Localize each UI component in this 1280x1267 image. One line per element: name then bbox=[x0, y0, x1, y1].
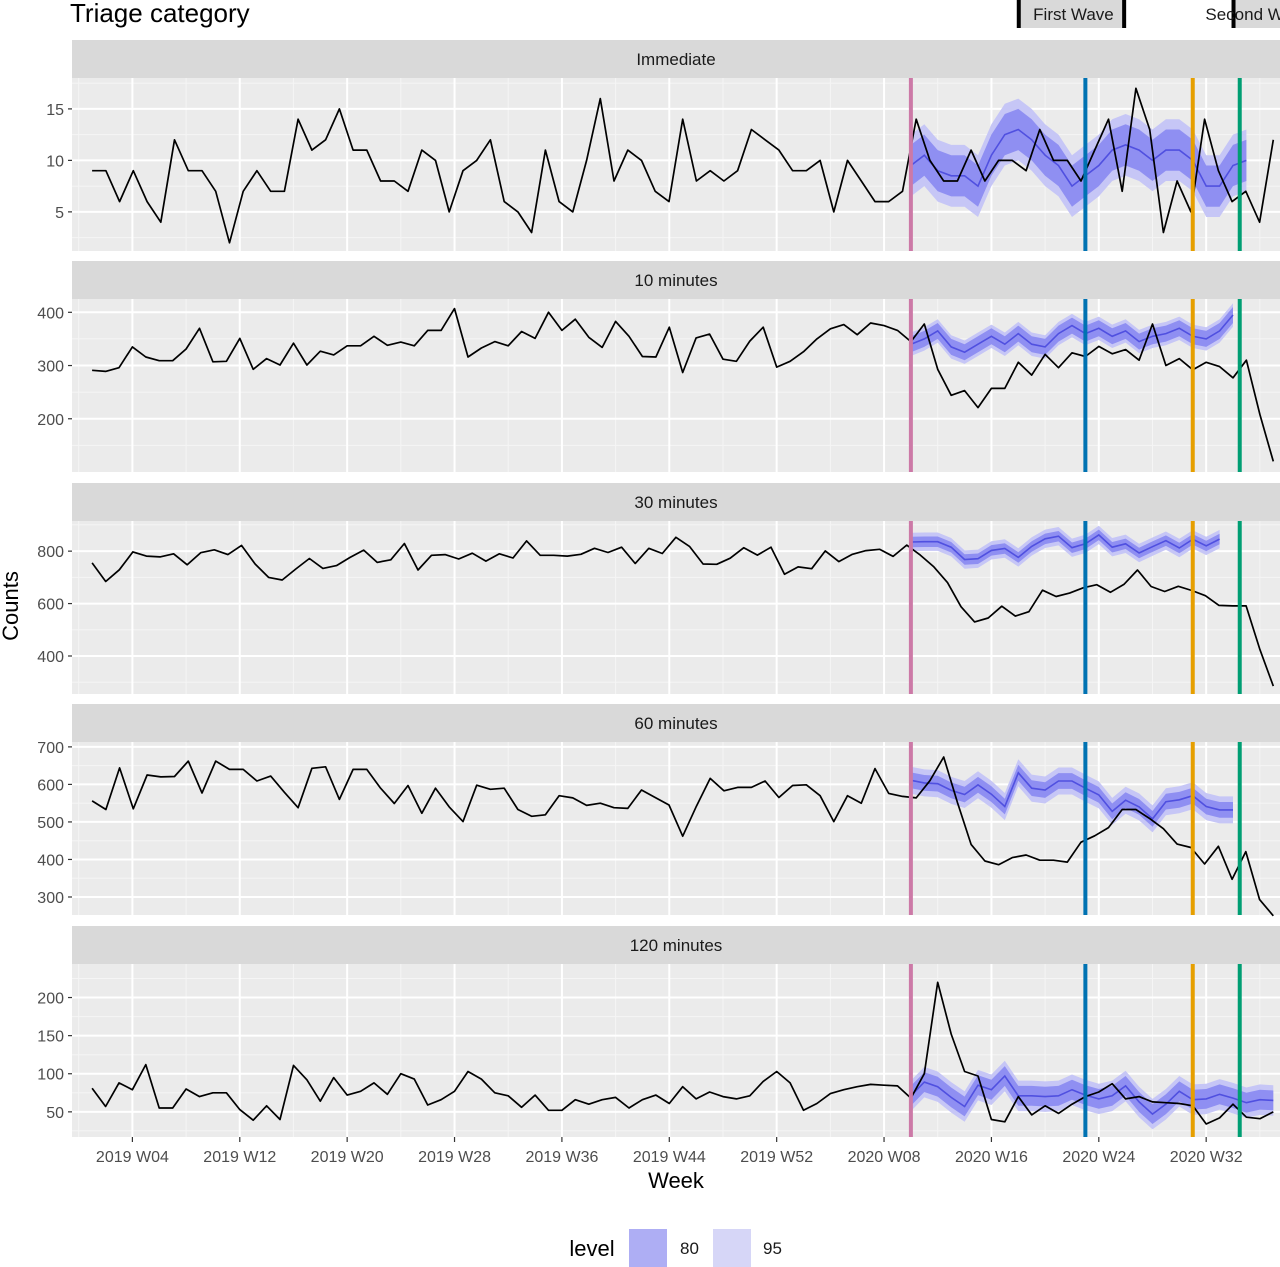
panel-strip-label: 30 minutes bbox=[634, 493, 717, 512]
observed-line bbox=[91, 981, 1274, 1125]
legend-swatch-95 bbox=[713, 1229, 751, 1267]
y-tick-label: 200 bbox=[37, 991, 64, 1008]
legend-swatch-80 bbox=[629, 1229, 667, 1267]
y-tick-label: 50 bbox=[46, 1105, 64, 1122]
panel-strip bbox=[72, 40, 1280, 78]
panel-strip-label: 10 minutes bbox=[634, 271, 717, 290]
y-tick-label: 10 bbox=[46, 153, 64, 170]
x-tick-label: 2019 W20 bbox=[311, 1149, 384, 1166]
legend-title: level bbox=[569, 1236, 614, 1261]
forecast-line bbox=[910, 1074, 1274, 1116]
y-tick-label: 5 bbox=[55, 205, 64, 222]
y-tick-label: 700 bbox=[37, 740, 64, 757]
y-tick-label: 800 bbox=[37, 544, 64, 561]
x-tick-label: 2019 W36 bbox=[525, 1149, 598, 1166]
x-axis: 2019 W04 2019 W12 2019 W20 2019 W28 2019 W36… bbox=[96, 1137, 1243, 1166]
gridlines bbox=[72, 742, 1280, 915]
x-tick-label: 2019 W44 bbox=[633, 1149, 706, 1166]
x-tick-label: 2019 W52 bbox=[740, 1149, 813, 1166]
panel-strip-label: 60 minutes bbox=[634, 714, 717, 733]
forecast-band-80 bbox=[910, 108, 1247, 207]
observed-line bbox=[92, 87, 1275, 244]
panel-background bbox=[72, 742, 1280, 915]
forecast-band-80 bbox=[910, 307, 1233, 361]
wave-label: Second Wave bbox=[1205, 0, 1280, 28]
wave-labels: First Wave Second Wave bbox=[1016, 0, 1280, 28]
panel-strip-label: Immediate bbox=[636, 50, 715, 69]
legend-label-80: 80 bbox=[680, 1239, 699, 1258]
panel-4: 120 minutes 50 100 150 200 bbox=[37, 926, 1280, 1137]
y-tick-label: 600 bbox=[37, 777, 64, 794]
panel-3: 60 minutes 300 400 500 600 700 bbox=[37, 704, 1280, 917]
x-tick-label: 2020 W08 bbox=[848, 1149, 921, 1166]
panel-strip-label: 120 minutes bbox=[630, 936, 723, 955]
panel-strip bbox=[72, 483, 1280, 521]
panel-strip bbox=[72, 261, 1280, 299]
y-tick-label: 200 bbox=[37, 412, 64, 429]
y-axis-title: Counts bbox=[0, 571, 23, 641]
forecast-band-80 bbox=[910, 764, 1233, 827]
x-tick-label: 2019 W12 bbox=[203, 1149, 276, 1166]
wave-label-box bbox=[1017, 0, 1126, 28]
legend-label-95: 95 bbox=[763, 1239, 782, 1258]
x-tick-label: 2019 W28 bbox=[418, 1149, 491, 1166]
panel-background bbox=[72, 964, 1280, 1137]
observed-line bbox=[92, 307, 1275, 462]
wave-label-text: Second Wave bbox=[1205, 5, 1280, 24]
forecast-band-80 bbox=[910, 529, 1220, 565]
panel-0: Immediate 5 10 15 bbox=[46, 40, 1280, 251]
x-tick-label: 2019 W04 bbox=[96, 1149, 169, 1166]
y-tick-label: 400 bbox=[37, 852, 64, 869]
y-tick-label: 300 bbox=[37, 890, 64, 907]
forecast-line bbox=[910, 771, 1233, 821]
forecast-line bbox=[910, 128, 1247, 188]
wave-label-text: First Wave bbox=[1033, 5, 1114, 24]
wave-label-box bbox=[1232, 0, 1280, 28]
gridlines bbox=[72, 78, 1280, 251]
forecast-band-95 bbox=[910, 98, 1247, 217]
y-tick-label: 600 bbox=[37, 597, 64, 614]
wave-label: First Wave bbox=[1016, 0, 1127, 28]
y-tick-label: 400 bbox=[37, 649, 64, 666]
legend: level 80 95 bbox=[569, 1229, 782, 1267]
x-tick-label: 2020 W16 bbox=[955, 1149, 1028, 1166]
chart-title: Triage category bbox=[70, 0, 250, 28]
forecast-line bbox=[910, 533, 1220, 561]
x-tick-label: 2020 W32 bbox=[1170, 1149, 1243, 1166]
y-tick-label: 15 bbox=[46, 102, 64, 119]
y-tick-label: 100 bbox=[37, 1067, 64, 1084]
y-tick-label: 500 bbox=[37, 815, 64, 832]
forecast-line bbox=[910, 314, 1234, 354]
y-tick-label: 300 bbox=[37, 359, 64, 376]
panel-strip bbox=[72, 704, 1280, 742]
panel-strip bbox=[72, 926, 1280, 964]
x-axis-title: Week bbox=[648, 1168, 705, 1193]
y-tick-label: 150 bbox=[37, 1029, 64, 1046]
y-tick-label: 400 bbox=[37, 305, 64, 322]
panel-2: 30 minutes 400 600 800 bbox=[37, 483, 1280, 694]
panel-1: 10 minutes 200 300 400 bbox=[37, 261, 1280, 472]
gridlines bbox=[72, 964, 1280, 1137]
observed-line bbox=[91, 536, 1275, 687]
observed-line bbox=[91, 756, 1274, 917]
x-tick-label: 2020 W24 bbox=[1062, 1149, 1135, 1166]
